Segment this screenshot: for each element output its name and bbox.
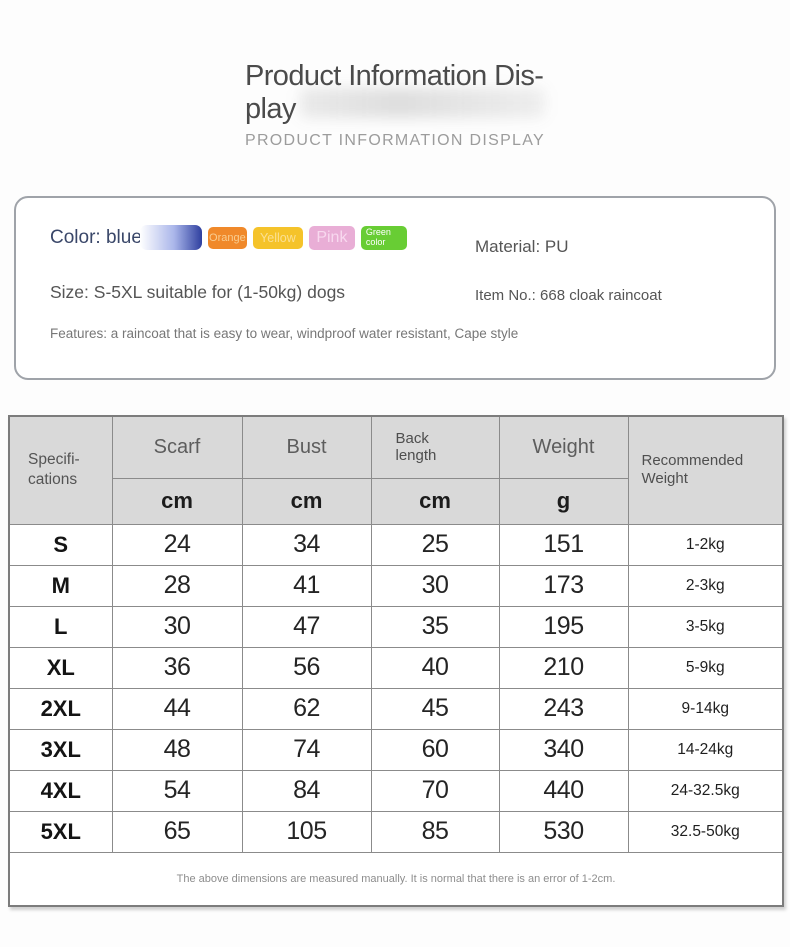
page-title: Product Information Dis- play [245,60,545,126]
value-cell: 44 [111,687,243,730]
rec-weight-cell: 5-9kg [627,646,784,689]
unit-cell-bust: cm [241,477,372,525]
value-cell: 28 [111,564,243,607]
size-cell: S [8,523,113,566]
size-cell: L [8,605,113,648]
value-cell: 25 [370,523,500,566]
size-chart-table: Specifi- cations Scarf Bust Back length … [8,415,784,907]
header-row-labels: Specifi- cations Scarf Bust Back length … [8,415,784,525]
column-header-recommended-weight: Recommended Weight [627,415,784,525]
page-header: Product Information Dis- play [0,60,790,126]
size-text: Size: S-5XL suitable for (1-50kg) dogs [50,282,346,302]
value-cell: 195 [498,605,629,648]
product-info-box: Color: blue Orange Yellow Pink Green color … [14,196,776,380]
table-row: 2XL 44 62 45 243 9-14kg [8,687,784,730]
color-swatch-pink: Pink [308,225,355,250]
features-text: Features: a raincoat that is easy to wea… [50,326,519,341]
unit-cell-weight: g [498,477,629,525]
column-header-scarf: Scarf [111,415,243,479]
color-swatch-green: Green color [360,225,407,250]
value-cell: 54 [111,769,243,812]
color-swatch-blue-gradient [139,225,202,250]
size-cell: M [8,564,113,607]
value-cell: 530 [498,810,629,853]
spec-header-cell: Specifi- cations [8,415,113,525]
header-row-units: cm cm cm g [9,477,783,525]
color-row: Color: blue Orange Yellow Pink Green color [50,225,407,250]
value-cell: 48 [111,728,243,771]
page-title-line1: Product Information Dis- [245,60,544,92]
column-header-bust: Bust [241,415,372,479]
rec-weight-cell: 32.5-50kg [627,810,784,853]
value-cell: 40 [370,646,500,689]
value-cell: 340 [498,728,629,771]
material-text: Material: PU [475,237,569,256]
value-cell: 65 [111,810,243,853]
value-cell: 74 [241,728,372,771]
value-cell: 210 [498,646,629,689]
column-header-weight: Weight [498,415,629,479]
value-cell: 440 [498,769,629,812]
rec-weight-cell: 2-3kg [627,564,784,607]
table-row: M 28 41 30 173 2-3kg [8,564,784,607]
column-header-back-length: Back length [370,415,500,479]
size-cell: 3XL [8,728,113,771]
measurement-disclaimer: The above dimensions are measured manual… [8,851,784,907]
table-row: 5XL 65 105 85 530 32.5-50kg [8,810,784,853]
unit-cell-back-length: cm [370,477,500,525]
table-row: S 24 34 25 151 1-2kg [8,523,784,566]
size-cell: 2XL [8,687,113,730]
table-row: XL 36 56 40 210 5-9kg [8,646,784,689]
table-row: 3XL 48 74 60 340 14-24kg [8,728,784,771]
page-title-line2: play [245,93,296,125]
size-cell: 4XL [8,769,113,812]
value-cell: 84 [241,769,372,812]
value-cell: 47 [241,605,372,648]
color-swatches: Orange Yellow Pink Green color [139,225,407,250]
value-cell: 62 [241,687,372,730]
rec-weight-cell: 1-2kg [627,523,784,566]
value-cell: 173 [498,564,629,607]
value-cell: 41 [241,564,372,607]
unit-cell-scarf: cm [111,477,243,525]
value-cell: 56 [241,646,372,689]
rec-weight-cell: 9-14kg [627,687,784,730]
rec-weight-cell: 24-32.5kg [627,769,784,812]
value-cell: 24 [111,523,243,566]
color-label: Color: blue [50,226,142,248]
color-swatch-yellow: Yellow [252,226,303,249]
size-chart: Specifi- cations Scarf Bust Back length … [8,415,784,907]
rec-weight-cell: 3-5kg [627,605,784,648]
value-cell: 151 [498,523,629,566]
value-cell: 60 [370,728,500,771]
size-cell: 5XL [8,810,113,853]
value-cell: 30 [370,564,500,607]
value-cell: 85 [370,810,500,853]
rec-weight-cell: 14-24kg [627,728,784,771]
value-cell: 30 [111,605,243,648]
size-cell: XL [8,646,113,689]
item-number-text: Item No.: 668 cloak raincoat [475,287,662,304]
table-row: L 30 47 35 195 3-5kg [8,605,784,648]
value-cell: 243 [498,687,629,730]
table-row: 4XL 54 84 70 440 24-32.5kg [8,769,784,812]
title-watermark [300,88,545,118]
value-cell: 45 [370,687,500,730]
page-subtitle: PRODUCT INFORMATION DISPLAY [244,132,545,149]
value-cell: 34 [241,523,372,566]
value-cell: 36 [111,646,243,689]
color-swatch-orange: Orange [207,226,247,249]
value-cell: 35 [370,605,500,648]
value-cell: 70 [370,769,500,812]
table-footer-row: The above dimensions are measured manual… [8,851,784,907]
value-cell: 105 [241,810,372,853]
